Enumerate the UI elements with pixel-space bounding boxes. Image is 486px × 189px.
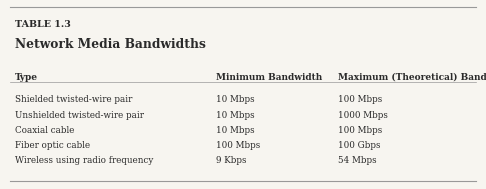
Text: 100 Mbps: 100 Mbps	[338, 95, 382, 105]
Text: Type: Type	[15, 73, 37, 82]
Text: 54 Mbps: 54 Mbps	[338, 156, 376, 165]
Text: 100 Mbps: 100 Mbps	[338, 126, 382, 135]
Text: 100 Mbps: 100 Mbps	[216, 141, 260, 150]
Text: Network Media Bandwidths: Network Media Bandwidths	[15, 38, 206, 51]
Text: Fiber optic cable: Fiber optic cable	[15, 141, 90, 150]
Text: Maximum (Theoretical) Bandwidth: Maximum (Theoretical) Bandwidth	[338, 73, 486, 82]
Text: Coaxial cable: Coaxial cable	[15, 126, 74, 135]
Text: 10 Mbps: 10 Mbps	[216, 95, 255, 105]
Text: TABLE 1.3: TABLE 1.3	[15, 20, 70, 29]
Text: Unshielded twisted-wire pair: Unshielded twisted-wire pair	[15, 111, 143, 120]
Text: 1000 Mbps: 1000 Mbps	[338, 111, 388, 120]
Text: Minimum Bandwidth: Minimum Bandwidth	[216, 73, 323, 82]
Text: 9 Kbps: 9 Kbps	[216, 156, 247, 165]
Text: 100 Gbps: 100 Gbps	[338, 141, 380, 150]
Text: 10 Mbps: 10 Mbps	[216, 126, 255, 135]
Text: Shielded twisted-wire pair: Shielded twisted-wire pair	[15, 95, 132, 105]
Text: 10 Mbps: 10 Mbps	[216, 111, 255, 120]
Text: Wireless using radio frequency: Wireless using radio frequency	[15, 156, 153, 165]
